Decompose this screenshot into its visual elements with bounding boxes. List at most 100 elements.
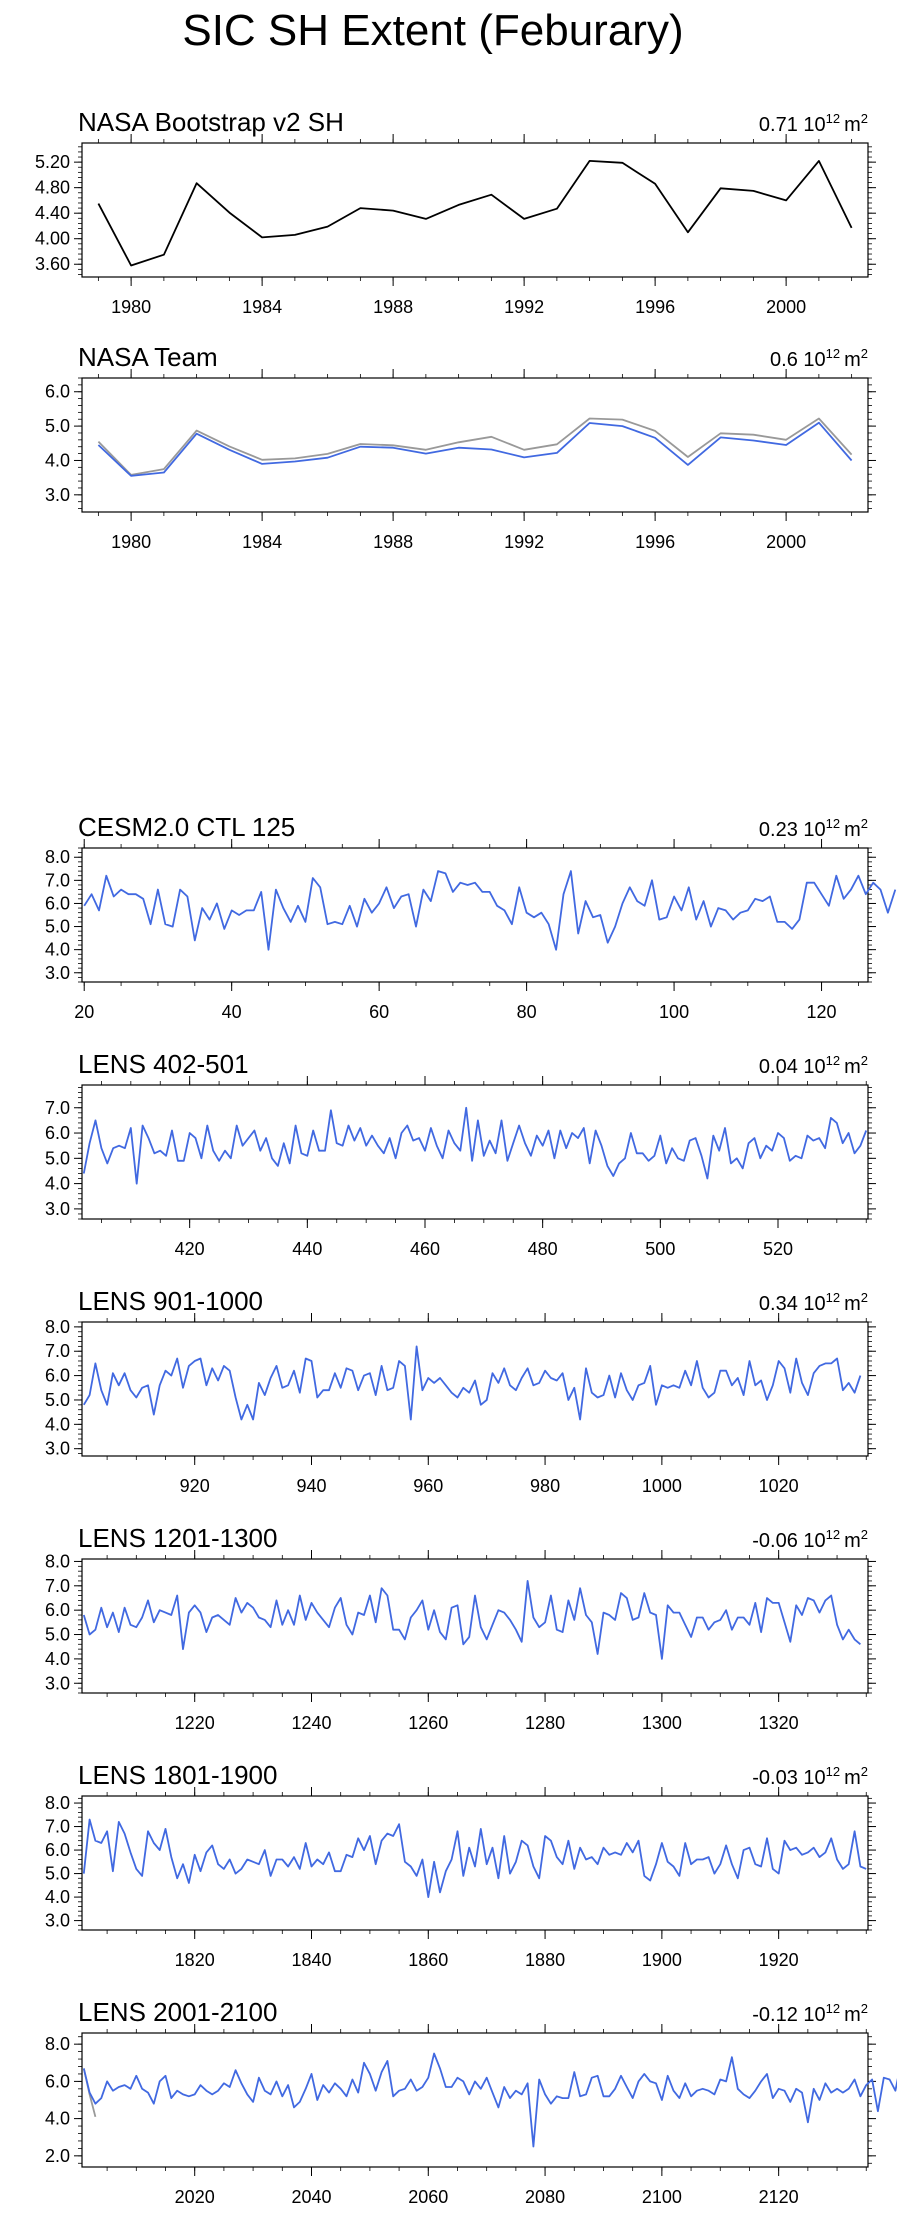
panel-8: LENS 2001-2100 -0.12 1012 m2 2.0 4.0 6.0 8.0 20… bbox=[45, 1997, 897, 2207]
x-tick-label: 20 bbox=[74, 1002, 94, 1022]
plot-frame bbox=[81, 1795, 869, 1931]
trend-unit: m bbox=[844, 819, 861, 841]
y-tick-label: 3.0 bbox=[45, 485, 70, 505]
trend-unit: m bbox=[844, 349, 861, 371]
plot-frame bbox=[81, 1321, 869, 1457]
y-tick-label: 8.0 bbox=[45, 2034, 70, 2054]
x-tick-label: 920 bbox=[180, 1476, 210, 1496]
trend-unit: m bbox=[844, 114, 861, 136]
series-line-1 bbox=[82, 1106, 868, 1185]
trend-unit-exponent: 2 bbox=[861, 1764, 868, 1779]
y-tick-label: 5.0 bbox=[45, 416, 70, 436]
y-tick-label: 3.0 bbox=[45, 1673, 70, 1693]
trend-unit-exponent: 2 bbox=[861, 111, 868, 126]
trend-annotation: 0.6 1012 m2 bbox=[770, 346, 868, 371]
plot-frame bbox=[81, 1558, 869, 1694]
x-tick-label: 2000 bbox=[766, 532, 806, 552]
x-tick-label: 100 bbox=[659, 1002, 689, 1022]
panel-title: NASA Team bbox=[78, 342, 218, 372]
plot-frame bbox=[81, 142, 869, 278]
x-tick-label: 1980 bbox=[111, 297, 151, 317]
y-tick-label: 3.0 bbox=[45, 1911, 70, 1931]
x-tick-label: 80 bbox=[517, 1002, 537, 1022]
trend-value: 0.6 10 bbox=[770, 349, 826, 371]
x-tick-label: 2000 bbox=[766, 297, 806, 317]
y-tick-label: 5.0 bbox=[45, 917, 70, 937]
x-tick-label: 520 bbox=[763, 1239, 793, 1259]
x-tick-label: 1920 bbox=[759, 1950, 799, 1970]
figure-title: SIC SH Extent (Feburary) bbox=[182, 6, 683, 55]
panel-5: LENS 901-1000 0.34 1012 m2 3.0 4.0 5.0 6.0 7.0 8… bbox=[45, 1286, 876, 1496]
trend-unit: m bbox=[844, 1530, 861, 1552]
x-tick-label: 1820 bbox=[175, 1950, 215, 1970]
x-tick-label: 1984 bbox=[242, 297, 282, 317]
panel-4: LENS 402-501 0.04 1012 m2 3.0 4.0 5.0 6.0 7.0 42… bbox=[45, 1049, 876, 1259]
y-tick-label: 4.0 bbox=[45, 940, 70, 960]
trend-unit-exponent: 2 bbox=[861, 1527, 868, 1542]
trend-exponent: 12 bbox=[826, 346, 840, 361]
x-tick-label: 420 bbox=[175, 1239, 205, 1259]
trend-unit: m bbox=[844, 1293, 861, 1315]
trend-annotation: 0.04 1012 m2 bbox=[759, 1053, 868, 1078]
x-tick-label: 2020 bbox=[175, 2187, 215, 2207]
trend-value: 0.34 10 bbox=[759, 1293, 826, 1315]
panel-2: NASA Team 0.6 1012 m2 3.0 4.0 5.0 6.0 1980 1984 1… bbox=[45, 342, 876, 552]
y-tick-label: 4.0 bbox=[45, 2109, 70, 2129]
trend-unit-exponent: 2 bbox=[861, 1053, 868, 1068]
y-tick-label: 3.0 bbox=[45, 1439, 70, 1459]
y-tick-label: 6.0 bbox=[45, 2071, 70, 2091]
x-tick-label: 460 bbox=[410, 1239, 440, 1259]
y-tick-label: 3.60 bbox=[35, 254, 70, 274]
y-tick-label: 3.0 bbox=[45, 1199, 70, 1219]
trend-annotation: 0.34 1012 m2 bbox=[759, 1290, 868, 1315]
trend-value: 0.71 10 bbox=[759, 114, 826, 136]
y-tick-label: 4.40 bbox=[35, 203, 70, 223]
y-tick-label: 7.0 bbox=[45, 1576, 70, 1596]
panel-title: LENS 1201-1300 bbox=[78, 1523, 277, 1553]
x-tick-label: 40 bbox=[222, 1002, 242, 1022]
x-tick-label: 1000 bbox=[642, 1476, 682, 1496]
x-tick-label: 1984 bbox=[242, 532, 282, 552]
x-tick-label: 1320 bbox=[759, 1713, 799, 1733]
trend-unit-exponent: 2 bbox=[861, 346, 868, 361]
panel-title: LENS 2001-2100 bbox=[78, 1997, 277, 2027]
x-tick-label: 980 bbox=[530, 1476, 560, 1496]
series-line-1 bbox=[83, 870, 897, 951]
y-tick-label: 5.20 bbox=[35, 152, 70, 172]
panel-title: LENS 1801-1900 bbox=[78, 1760, 277, 1790]
trend-value: 0.04 10 bbox=[759, 1056, 826, 1078]
trend-unit: m bbox=[844, 1056, 861, 1078]
series-line-1 bbox=[82, 1580, 861, 1660]
x-tick-label: 1860 bbox=[408, 1950, 448, 1970]
y-tick-label: 3.0 bbox=[45, 963, 70, 983]
x-tick-label: 1996 bbox=[635, 532, 675, 552]
panel-title: LENS 402-501 bbox=[78, 1049, 249, 1079]
x-tick-label: 2120 bbox=[759, 2187, 799, 2207]
trend-annotation: -0.12 1012 m2 bbox=[752, 2001, 868, 2026]
trend-annotation: -0.06 1012 m2 bbox=[752, 1527, 868, 1552]
y-tick-label: 5.0 bbox=[45, 1390, 70, 1410]
trend-exponent: 12 bbox=[826, 1290, 840, 1305]
y-tick-label: 4.0 bbox=[45, 1174, 70, 1194]
y-tick-label: 6.0 bbox=[45, 1366, 70, 1386]
x-tick-label: 1980 bbox=[111, 532, 151, 552]
trend-value: -0.06 10 bbox=[752, 1530, 825, 1552]
x-tick-label: 1240 bbox=[291, 1713, 331, 1733]
x-tick-label: 1220 bbox=[175, 1713, 215, 1733]
y-tick-label: 5.0 bbox=[45, 1148, 70, 1168]
trend-unit: m bbox=[844, 2004, 861, 2026]
y-tick-label: 8.0 bbox=[45, 847, 70, 867]
y-tick-label: 7.0 bbox=[45, 870, 70, 890]
x-tick-label: 1996 bbox=[635, 297, 675, 317]
panel-title: LENS 901-1000 bbox=[78, 1286, 263, 1316]
y-tick-label: 6.0 bbox=[45, 1840, 70, 1860]
y-tick-label: 5.0 bbox=[45, 1864, 70, 1884]
x-tick-label: 120 bbox=[807, 1002, 837, 1022]
trend-value: -0.03 10 bbox=[752, 1767, 825, 1789]
x-tick-label: 2060 bbox=[408, 2187, 448, 2207]
x-tick-label: 1880 bbox=[525, 1950, 565, 1970]
trend-unit-exponent: 2 bbox=[861, 2001, 868, 2016]
x-tick-label: 500 bbox=[645, 1239, 675, 1259]
x-tick-label: 1300 bbox=[642, 1713, 682, 1733]
panel-title: CESM2.0 CTL 125 bbox=[78, 812, 295, 842]
